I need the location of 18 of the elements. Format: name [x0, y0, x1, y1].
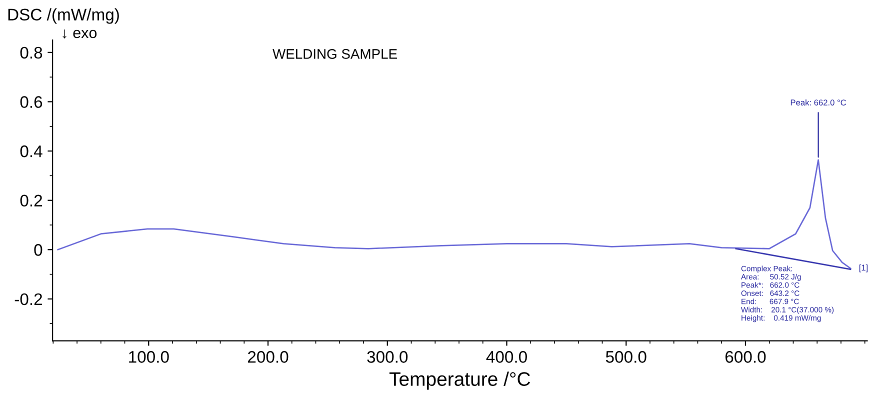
y-tick-label: 0.8 [20, 46, 42, 59]
x-axis-title: Temperature /°C [389, 372, 530, 390]
x-tick-label: 300.0 [367, 351, 408, 363]
text: ↓ exo [62, 29, 97, 38]
annotation: Peak: 662.0 °C [790, 99, 846, 106]
y-tick-label: 0.6 [20, 96, 42, 108]
annotation: [1] [859, 264, 868, 272]
y-tick-label: -0.2 [14, 293, 42, 306]
x-tick-label: 600.0 [725, 351, 766, 363]
y-tick-label: 0.4 [20, 145, 42, 158]
chart-title: WELDING SAMPLE [272, 49, 397, 59]
y-tick-label: 0.2 [20, 194, 42, 207]
y-tick-label: 0 [34, 244, 42, 256]
x-tick-label: 100.0 [129, 351, 169, 363]
x-tick-label: 500.0 [606, 351, 646, 363]
x-tick-label: 400.0 [486, 351, 527, 363]
y-axis-title: DSC /(mW/mg) [8, 8, 119, 24]
x-tick-label: 200.0 [248, 351, 288, 363]
